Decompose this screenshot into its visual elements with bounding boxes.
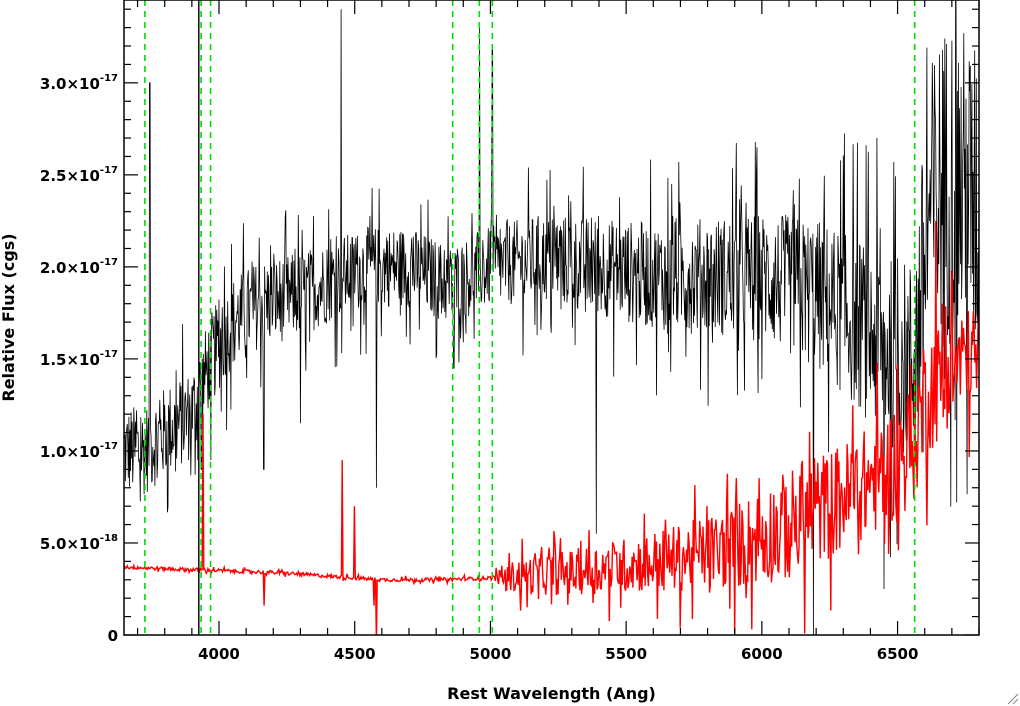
x-tick-label: 4000 [198, 645, 240, 663]
spectrum-series-2 [124, 220, 979, 635]
x-tick-label: 6000 [741, 645, 783, 663]
x-tick-labels: 4000 4500 5000 5500 6000 6500 [198, 645, 918, 663]
y-tick-label: 1.0×10-17 [40, 441, 118, 461]
x-tick-label: 5000 [470, 645, 512, 663]
x-axis-label: Rest Wavelength (Ang) [447, 684, 656, 703]
x-tick-label: 5500 [605, 645, 647, 663]
y-tick-label: 1.5×10-17 [40, 349, 118, 369]
x-tick-label: 4500 [334, 645, 376, 663]
y-tick-labels: 0 5.0×10-18 1.0×10-17 1.5×10-17 2.0×10-17 2.5… [40, 73, 118, 645]
y-tick-label: 2.5×10-17 [40, 165, 118, 185]
plot-frame [123, 0, 980, 636]
axis-ticks [124, 0, 980, 636]
x-tick-label: 6500 [877, 645, 919, 663]
spectrum-series-1 [124, 0, 979, 635]
vertical-lines-layer [144, 0, 916, 635]
y-tick-label: 2.0×10-17 [40, 257, 118, 277]
y-tick-label: 5.0×10-18 [40, 533, 118, 553]
y-axis-label: Relative Flux (cgs) [0, 233, 18, 401]
y-tick-label: 0 [108, 627, 118, 645]
resize-grip[interactable] [1007, 693, 1019, 705]
spectrum-layer [124, 0, 979, 635]
y-tick-label: 3.0×10-17 [40, 73, 118, 93]
